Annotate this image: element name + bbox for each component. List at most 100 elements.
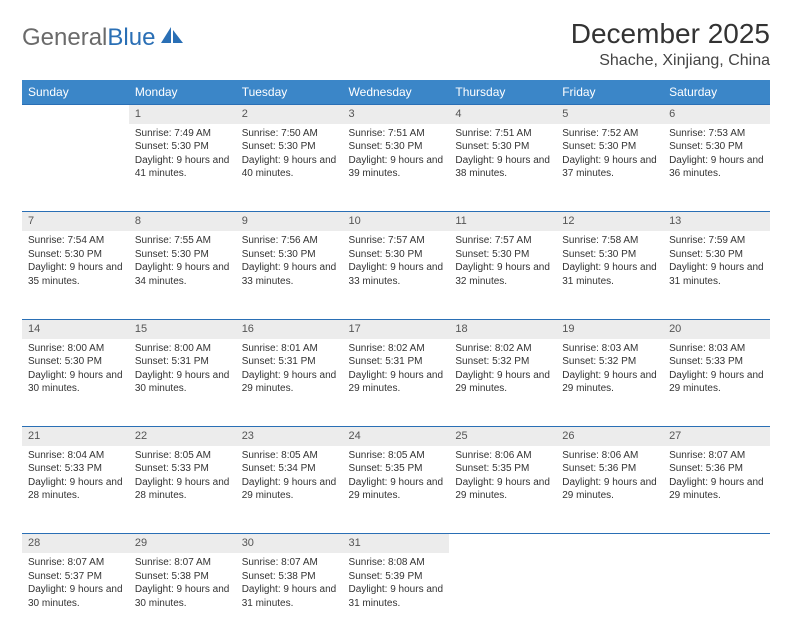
day-cell-content: Sunrise: 7:59 AMSunset: 5:30 PMDaylight:… xyxy=(663,231,770,294)
day-cell-content: Sunrise: 8:05 AMSunset: 5:34 PMDaylight:… xyxy=(236,446,343,509)
day-number: 26 xyxy=(556,427,663,446)
day-cell xyxy=(22,124,129,212)
day-cell: Sunrise: 7:53 AMSunset: 5:30 PMDaylight:… xyxy=(663,124,770,212)
day-cell-content: Sunrise: 8:00 AMSunset: 5:31 PMDaylight:… xyxy=(129,339,236,402)
day-cell: Sunrise: 8:07 AMSunset: 5:36 PMDaylight:… xyxy=(663,446,770,534)
day-cell-content: Sunrise: 8:07 AMSunset: 5:37 PMDaylight:… xyxy=(22,553,129,616)
weekday-header: Saturday xyxy=(663,80,770,105)
day-cell-content: Sunrise: 8:07 AMSunset: 5:38 PMDaylight:… xyxy=(236,553,343,616)
day-number: 25 xyxy=(449,427,556,446)
day-cell: Sunrise: 8:00 AMSunset: 5:31 PMDaylight:… xyxy=(129,339,236,427)
day-cell: Sunrise: 8:08 AMSunset: 5:39 PMDaylight:… xyxy=(343,553,450,641)
day-cell: Sunrise: 7:55 AMSunset: 5:30 PMDaylight:… xyxy=(129,231,236,319)
day-number: 23 xyxy=(236,427,343,446)
day-number: 28 xyxy=(22,534,129,553)
header: GeneralBlue December 2025 Shache, Xinjia… xyxy=(22,18,770,70)
day-cell: Sunrise: 8:03 AMSunset: 5:33 PMDaylight:… xyxy=(663,339,770,427)
day-number: 9 xyxy=(236,212,343,231)
weekday-header: Friday xyxy=(556,80,663,105)
day-cell: Sunrise: 8:05 AMSunset: 5:35 PMDaylight:… xyxy=(343,446,450,534)
day-number: 8 xyxy=(129,212,236,231)
month-title: December 2025 xyxy=(571,18,770,50)
content-row: Sunrise: 8:07 AMSunset: 5:37 PMDaylight:… xyxy=(22,553,770,641)
content-row: Sunrise: 8:04 AMSunset: 5:33 PMDaylight:… xyxy=(22,446,770,534)
day-cell-content: Sunrise: 7:51 AMSunset: 5:30 PMDaylight:… xyxy=(449,124,556,187)
day-number: 21 xyxy=(22,427,129,446)
day-cell-content: Sunrise: 7:58 AMSunset: 5:30 PMDaylight:… xyxy=(556,231,663,294)
day-cell-content: Sunrise: 8:04 AMSunset: 5:33 PMDaylight:… xyxy=(22,446,129,509)
sail-icon xyxy=(159,24,185,52)
weekday-header: Thursday xyxy=(449,80,556,105)
day-cell: Sunrise: 7:51 AMSunset: 5:30 PMDaylight:… xyxy=(343,124,450,212)
day-cell: Sunrise: 7:51 AMSunset: 5:30 PMDaylight:… xyxy=(449,124,556,212)
day-number: 18 xyxy=(449,319,556,338)
day-number: 7 xyxy=(22,212,129,231)
day-cell: Sunrise: 8:07 AMSunset: 5:38 PMDaylight:… xyxy=(236,553,343,641)
day-number: 11 xyxy=(449,212,556,231)
day-cell: Sunrise: 7:59 AMSunset: 5:30 PMDaylight:… xyxy=(663,231,770,319)
day-cell: Sunrise: 7:54 AMSunset: 5:30 PMDaylight:… xyxy=(22,231,129,319)
day-cell-content: Sunrise: 8:07 AMSunset: 5:38 PMDaylight:… xyxy=(129,553,236,616)
day-cell-content: Sunrise: 8:00 AMSunset: 5:30 PMDaylight:… xyxy=(22,339,129,402)
day-cell xyxy=(449,553,556,641)
day-number: 31 xyxy=(343,534,450,553)
day-cell-content: Sunrise: 7:57 AMSunset: 5:30 PMDaylight:… xyxy=(343,231,450,294)
daynum-row: 78910111213 xyxy=(22,212,770,231)
day-cell: Sunrise: 8:06 AMSunset: 5:36 PMDaylight:… xyxy=(556,446,663,534)
day-number: 29 xyxy=(129,534,236,553)
day-cell-content: Sunrise: 8:05 AMSunset: 5:33 PMDaylight:… xyxy=(129,446,236,509)
weekday-header: Tuesday xyxy=(236,80,343,105)
day-cell: Sunrise: 8:06 AMSunset: 5:35 PMDaylight:… xyxy=(449,446,556,534)
day-number: 10 xyxy=(343,212,450,231)
content-row: Sunrise: 7:54 AMSunset: 5:30 PMDaylight:… xyxy=(22,231,770,319)
weekday-header: Wednesday xyxy=(343,80,450,105)
day-cell-content: Sunrise: 8:08 AMSunset: 5:39 PMDaylight:… xyxy=(343,553,450,616)
day-number: 2 xyxy=(236,105,343,124)
location: Shache, Xinjiang, China xyxy=(571,52,770,70)
day-cell: Sunrise: 8:01 AMSunset: 5:31 PMDaylight:… xyxy=(236,339,343,427)
day-cell: Sunrise: 7:57 AMSunset: 5:30 PMDaylight:… xyxy=(343,231,450,319)
daynum-row: 14151617181920 xyxy=(22,319,770,338)
day-cell: Sunrise: 8:00 AMSunset: 5:30 PMDaylight:… xyxy=(22,339,129,427)
day-cell-content: Sunrise: 7:50 AMSunset: 5:30 PMDaylight:… xyxy=(236,124,343,187)
day-cell: Sunrise: 7:57 AMSunset: 5:30 PMDaylight:… xyxy=(449,231,556,319)
day-cell-content: Sunrise: 7:51 AMSunset: 5:30 PMDaylight:… xyxy=(343,124,450,187)
day-number xyxy=(22,105,129,124)
day-number: 4 xyxy=(449,105,556,124)
day-cell: Sunrise: 8:05 AMSunset: 5:34 PMDaylight:… xyxy=(236,446,343,534)
day-cell: Sunrise: 8:07 AMSunset: 5:37 PMDaylight:… xyxy=(22,553,129,641)
day-cell-content: Sunrise: 7:57 AMSunset: 5:30 PMDaylight:… xyxy=(449,231,556,294)
day-number: 22 xyxy=(129,427,236,446)
day-number: 12 xyxy=(556,212,663,231)
day-cell: Sunrise: 8:07 AMSunset: 5:38 PMDaylight:… xyxy=(129,553,236,641)
day-number: 6 xyxy=(663,105,770,124)
day-cell-content: Sunrise: 8:03 AMSunset: 5:32 PMDaylight:… xyxy=(556,339,663,402)
day-number: 1 xyxy=(129,105,236,124)
day-cell-content: Sunrise: 7:52 AMSunset: 5:30 PMDaylight:… xyxy=(556,124,663,187)
day-number: 14 xyxy=(22,319,129,338)
daynum-row: 21222324252627 xyxy=(22,427,770,446)
logo-text-2: Blue xyxy=(107,24,155,52)
day-cell-content: Sunrise: 7:55 AMSunset: 5:30 PMDaylight:… xyxy=(129,231,236,294)
day-number: 20 xyxy=(663,319,770,338)
day-cell: Sunrise: 7:50 AMSunset: 5:30 PMDaylight:… xyxy=(236,124,343,212)
day-cell-content: Sunrise: 7:56 AMSunset: 5:30 PMDaylight:… xyxy=(236,231,343,294)
weekday-header: Sunday xyxy=(22,80,129,105)
day-number: 5 xyxy=(556,105,663,124)
day-number: 13 xyxy=(663,212,770,231)
day-cell: Sunrise: 8:02 AMSunset: 5:31 PMDaylight:… xyxy=(343,339,450,427)
daynum-row: 123456 xyxy=(22,105,770,124)
day-number xyxy=(556,534,663,553)
day-cell-content: Sunrise: 8:02 AMSunset: 5:31 PMDaylight:… xyxy=(343,339,450,402)
weekday-header-row: SundayMondayTuesdayWednesdayThursdayFrid… xyxy=(22,80,770,105)
day-cell-content: Sunrise: 8:07 AMSunset: 5:36 PMDaylight:… xyxy=(663,446,770,509)
content-row: Sunrise: 7:49 AMSunset: 5:30 PMDaylight:… xyxy=(22,124,770,212)
day-cell: Sunrise: 7:56 AMSunset: 5:30 PMDaylight:… xyxy=(236,231,343,319)
day-number xyxy=(663,534,770,553)
day-cell-content: Sunrise: 7:49 AMSunset: 5:30 PMDaylight:… xyxy=(129,124,236,187)
day-cell: Sunrise: 7:58 AMSunset: 5:30 PMDaylight:… xyxy=(556,231,663,319)
day-cell: Sunrise: 7:52 AMSunset: 5:30 PMDaylight:… xyxy=(556,124,663,212)
day-cell: Sunrise: 8:02 AMSunset: 5:32 PMDaylight:… xyxy=(449,339,556,427)
calendar-table: SundayMondayTuesdayWednesdayThursdayFrid… xyxy=(22,80,770,641)
day-number: 3 xyxy=(343,105,450,124)
